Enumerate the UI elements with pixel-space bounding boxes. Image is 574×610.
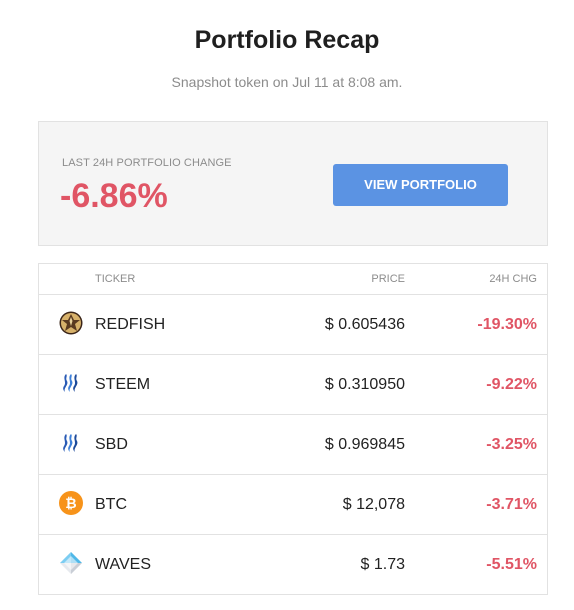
steem-icon xyxy=(63,374,78,392)
portfolio-change-value: -6.86% xyxy=(60,177,168,215)
table-row[interactable]: WAVES $ 1.73 -5.51% xyxy=(39,535,547,595)
redfish-icon xyxy=(59,311,83,335)
ticker-symbol: WAVES xyxy=(95,556,152,573)
page-title: Portfolio Recap xyxy=(194,26,380,54)
holdings-table: TICKER PRICE 24H CHG REDFISH $ 0.605436 … xyxy=(38,263,548,595)
view-portfolio-button[interactable]: VIEW PORTFOLIO xyxy=(333,164,508,206)
portfolio-summary-card: LAST 24H PORTFOLIO CHANGE -6.86% VIEW PO… xyxy=(38,121,548,246)
price-value: $ 0.310950 xyxy=(324,376,405,393)
price-value: $ 0.969845 xyxy=(324,436,405,453)
price-value: $ 1.73 xyxy=(360,556,405,573)
column-header-change: 24H CHG xyxy=(489,273,537,285)
ticker-symbol: STEEM xyxy=(95,376,151,393)
ticker-symbol: BTC xyxy=(95,496,127,513)
column-header-ticker: TICKER xyxy=(95,273,136,285)
table-header: TICKER PRICE 24H CHG xyxy=(39,264,547,295)
snapshot-subtitle: Snapshot token on Jul 11 at 8:08 am. xyxy=(171,74,403,90)
table-row[interactable]: REDFISH $ 0.605436 -19.30% xyxy=(39,295,547,355)
ticker-symbol: REDFISH xyxy=(95,316,166,333)
svg-text:₿: ₿ xyxy=(65,496,76,512)
table-row[interactable]: SBD $ 0.969845 -3.25% xyxy=(39,415,547,475)
ticker-symbol: SBD xyxy=(95,436,128,453)
table-row[interactable]: ₿ BTC $ 12,078 -3.71% xyxy=(39,475,547,535)
waves-icon xyxy=(60,552,82,574)
price-value: $ 12,078 xyxy=(342,496,405,513)
portfolio-change-label: LAST 24H PORTFOLIO CHANGE xyxy=(62,157,232,169)
change-value: -19.30% xyxy=(477,316,537,333)
change-value: -3.25% xyxy=(486,436,537,453)
table-row[interactable]: STEEM $ 0.310950 -9.22% xyxy=(39,355,547,415)
change-value: -5.51% xyxy=(486,556,537,573)
change-value: -3.71% xyxy=(486,496,537,513)
column-header-price: PRICE xyxy=(371,273,405,285)
change-value: -9.22% xyxy=(486,376,537,393)
price-value: $ 0.605436 xyxy=(324,316,405,333)
sbd-icon xyxy=(63,434,78,452)
btc-icon: ₿ xyxy=(59,491,83,515)
